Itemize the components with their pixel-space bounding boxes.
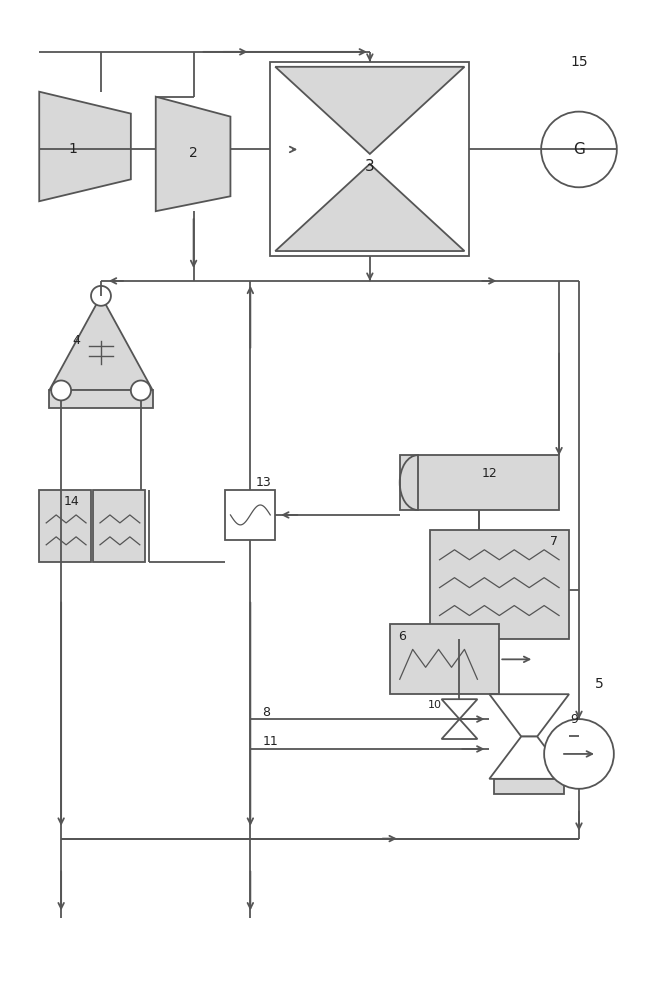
Text: 1: 1 — [68, 142, 78, 156]
Polygon shape — [489, 694, 569, 737]
Text: 5: 5 — [595, 677, 603, 691]
Text: 12: 12 — [482, 467, 497, 480]
Polygon shape — [442, 719, 477, 739]
Text: 8: 8 — [262, 706, 270, 719]
Text: 11: 11 — [262, 735, 278, 748]
Text: 6: 6 — [398, 630, 406, 643]
Text: G: G — [573, 142, 585, 157]
Polygon shape — [39, 92, 131, 201]
Bar — [39, 490, 91, 562]
Bar — [429, 530, 569, 639]
Text: 15: 15 — [570, 55, 588, 69]
Polygon shape — [156, 97, 230, 211]
Text: 3: 3 — [365, 159, 374, 174]
Bar — [49, 390, 153, 408]
Text: 7: 7 — [550, 535, 558, 548]
Polygon shape — [275, 67, 464, 154]
Bar — [225, 490, 275, 540]
Text: 9: 9 — [570, 713, 578, 726]
Text: 10: 10 — [427, 700, 442, 710]
Bar — [270, 62, 470, 256]
Bar — [400, 455, 559, 510]
Polygon shape — [275, 164, 464, 251]
Circle shape — [131, 380, 151, 400]
Text: 14: 14 — [63, 495, 79, 508]
Text: 2: 2 — [189, 146, 198, 160]
Circle shape — [541, 112, 617, 187]
Circle shape — [51, 380, 71, 400]
Polygon shape — [489, 737, 569, 779]
Bar — [93, 490, 145, 562]
Circle shape — [91, 286, 111, 306]
Bar — [495, 779, 564, 794]
Circle shape — [544, 719, 614, 789]
Polygon shape — [442, 699, 477, 719]
Text: 4: 4 — [72, 334, 80, 347]
Bar — [390, 624, 499, 694]
Polygon shape — [49, 296, 153, 390]
Text: 13: 13 — [256, 476, 271, 489]
